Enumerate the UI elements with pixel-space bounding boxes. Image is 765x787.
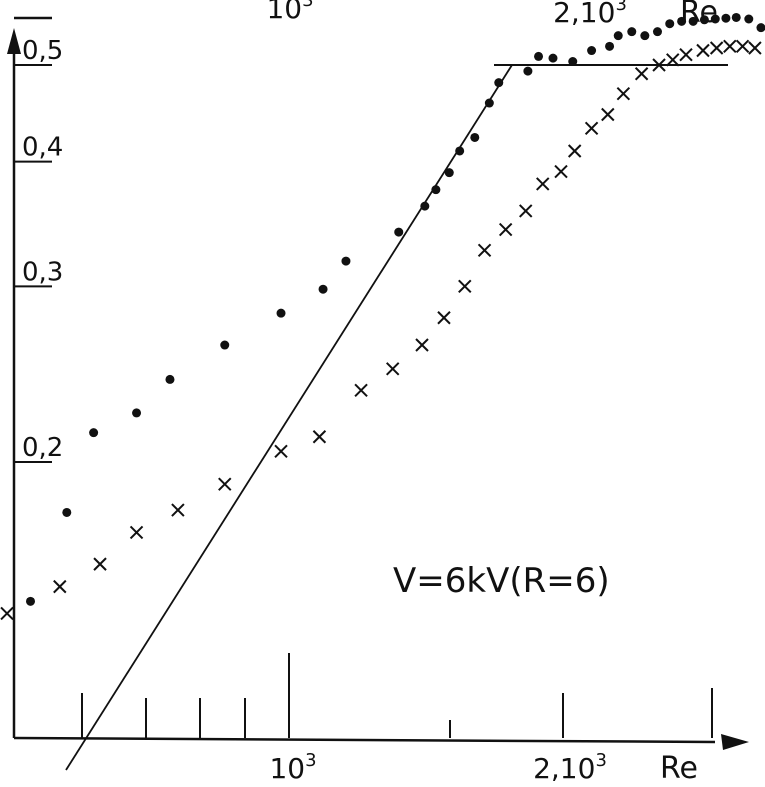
data-point-dot — [665, 19, 675, 29]
data-point-dot — [394, 227, 404, 237]
x-tick-label-top: 2,103 — [553, 0, 627, 29]
data-point-dot — [627, 27, 637, 37]
data-point-cross — [129, 525, 144, 540]
data-point-dot — [652, 27, 662, 37]
x-tick-label-bottom: 103 — [269, 750, 316, 785]
data-point-dot — [165, 374, 175, 384]
data-point-dot — [220, 340, 230, 350]
data-point-cross — [274, 444, 288, 459]
x-axis-line — [13, 736, 716, 744]
data-point-dot — [587, 46, 597, 56]
data-point-dot — [721, 13, 731, 23]
data-point-dot — [605, 41, 615, 51]
data-point-dot — [470, 132, 480, 142]
data-point-dot — [318, 284, 328, 294]
data-point-dot — [444, 168, 454, 178]
y-tick-label: 0,4 — [22, 133, 63, 163]
data-point-cross — [386, 362, 400, 376]
tick-labels: 0,5 0,4 0,3 0,2 103 2,103 103 2,103 Re Re — [22, 0, 718, 786]
data-point-cross — [554, 164, 568, 179]
fit-lines — [65, 64, 728, 771]
data-point-cross — [218, 477, 232, 491]
data-point-dot — [688, 16, 698, 26]
data-point-cross — [437, 311, 451, 325]
data-point-cross — [536, 177, 550, 191]
data-point-dot — [640, 31, 650, 41]
x-tick-label-bottom: 2,103 — [533, 750, 607, 785]
data-point-dot — [523, 66, 533, 76]
data-point-dot — [731, 12, 741, 22]
data-point-dot — [420, 201, 430, 211]
data-point-dot — [534, 51, 544, 61]
data-point-cross — [696, 43, 710, 58]
data-point-dot — [62, 507, 72, 517]
data-point-dot — [677, 16, 687, 26]
data-point-dot — [613, 31, 623, 41]
y-tick-label: 0,2 — [22, 433, 63, 463]
data-point-dot — [699, 15, 709, 25]
data-point-cross — [652, 58, 666, 72]
data-point-cross — [723, 39, 737, 54]
data-point-cross — [354, 383, 368, 397]
y-tick-label: 0,5 — [22, 36, 63, 66]
x-minor-ticks — [81, 653, 713, 738]
data-point-cross — [748, 41, 762, 55]
data-point-cross — [171, 503, 185, 517]
data-point-cross — [477, 243, 492, 258]
data-point-dot — [89, 428, 99, 438]
data-point-dot — [276, 308, 286, 318]
y-axis-arrow — [7, 28, 21, 54]
data-point-cross — [0, 606, 14, 621]
data-point-cross — [679, 48, 693, 62]
x-axis-label: Re — [660, 751, 698, 786]
data-point-dot — [710, 14, 720, 24]
data-point-cross — [567, 144, 582, 158]
voltage-annotation: V=6kV(R=6) — [393, 561, 610, 601]
data-point-dot — [341, 256, 351, 266]
data-point-cross — [53, 579, 67, 594]
data-point-cross — [519, 204, 533, 218]
fit-line — [65, 64, 513, 771]
data-point-dot — [756, 23, 765, 33]
y-tick-label: 0,3 — [22, 257, 63, 287]
data-point-cross — [415, 338, 429, 352]
data-point-dot — [431, 185, 441, 195]
data-point-dot — [484, 98, 494, 108]
data-point-dot — [494, 78, 504, 88]
data-point-dot — [744, 14, 754, 24]
data-point-cross — [601, 107, 615, 122]
data-point-cross — [616, 86, 631, 101]
data-point-dot — [568, 57, 578, 67]
data-point-cross — [666, 53, 680, 67]
x-tick-label-top: 103 — [266, 0, 313, 25]
data-point-cross — [312, 430, 327, 444]
data-point-cross — [93, 557, 107, 571]
x-axis-label-top: Re — [680, 0, 718, 30]
x-axis-arrow — [721, 734, 749, 750]
data-point-dot — [455, 146, 465, 156]
data-point-cross — [584, 121, 599, 136]
data-point-cross — [458, 279, 472, 294]
data-point-dot — [548, 53, 558, 63]
data-point-cross — [735, 39, 750, 54]
axes — [7, 16, 749, 750]
data-point-cross — [498, 222, 513, 237]
data-point-dot — [26, 596, 36, 606]
data-markers — [0, 12, 765, 621]
data-point-cross — [709, 41, 724, 55]
data-point-dot — [132, 408, 142, 418]
data-point-cross — [634, 67, 649, 81]
